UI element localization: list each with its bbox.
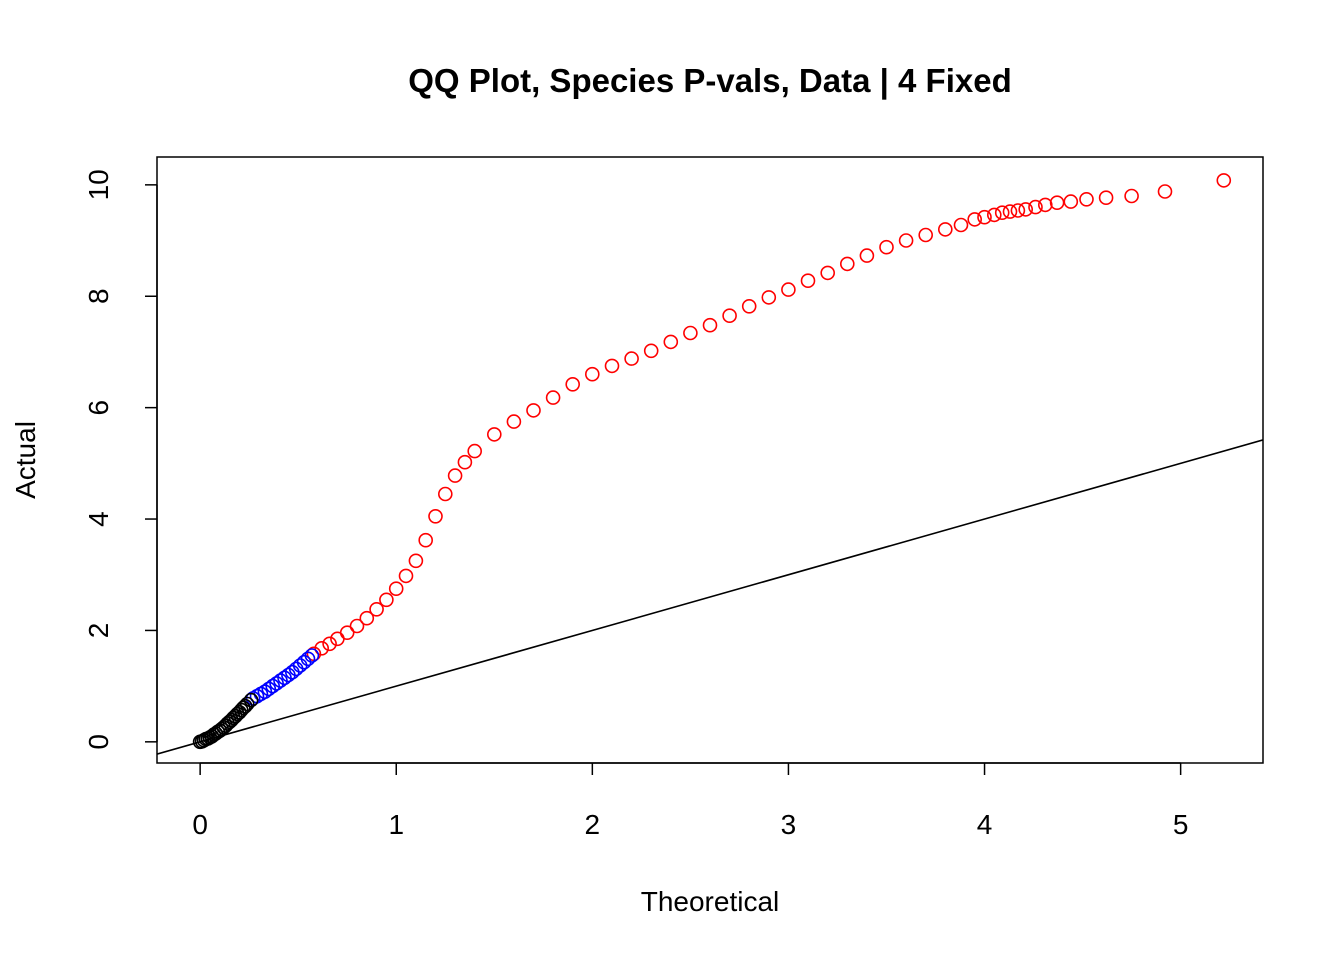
data-point — [565, 376, 581, 392]
data-point — [1002, 204, 1018, 219]
y-axis-title: Actual — [10, 421, 41, 499]
reference-line — [157, 439, 1263, 755]
data-point — [296, 654, 312, 670]
y-tick-label: 2 — [83, 623, 114, 639]
data-point — [1157, 184, 1173, 199]
data-point — [937, 222, 953, 237]
data-point — [236, 700, 251, 716]
data-point — [467, 443, 483, 459]
data-point — [408, 553, 424, 569]
y-tick-label: 8 — [83, 288, 114, 304]
data-point — [1049, 195, 1065, 210]
data-point — [486, 427, 502, 442]
data-point — [261, 681, 277, 697]
data-point — [918, 227, 934, 243]
data-point — [820, 265, 836, 281]
data-point — [339, 625, 355, 641]
data-point — [967, 212, 983, 227]
reference-line-layer — [157, 439, 1263, 755]
data-point — [1018, 202, 1033, 217]
data-point — [1098, 190, 1114, 205]
data-point — [265, 678, 281, 694]
chart-title: QQ Plot, Species P-vals, Data | 4 Fixed — [408, 62, 1011, 99]
x-tick-label: 0 — [192, 809, 208, 840]
data-point — [447, 468, 463, 483]
data-point — [977, 209, 992, 225]
data-point — [1124, 188, 1139, 204]
data-point — [859, 248, 875, 263]
x-tick-label: 3 — [781, 809, 797, 840]
data-point — [1063, 194, 1079, 209]
data-point — [300, 651, 316, 667]
data-point — [304, 648, 320, 663]
x-tick-label: 5 — [1173, 809, 1189, 840]
data-point — [741, 298, 757, 314]
data-point — [369, 601, 384, 617]
data-point — [898, 233, 914, 248]
data-point — [526, 403, 541, 418]
data-point — [239, 696, 255, 712]
data-point — [1028, 199, 1043, 215]
data-point — [418, 532, 434, 548]
data-point — [243, 692, 259, 708]
y-tick-label: 10 — [83, 169, 114, 200]
data-points-layer — [192, 173, 1232, 750]
data-point — [1216, 173, 1232, 188]
data-point — [604, 358, 620, 374]
data-point — [624, 351, 639, 366]
data-point — [1079, 192, 1094, 207]
data-point — [1010, 203, 1026, 218]
data-point — [683, 325, 698, 341]
data-point — [1038, 197, 1053, 213]
x-axis-title: Theoretical — [641, 886, 780, 917]
data-point — [953, 217, 969, 233]
data-point — [379, 592, 394, 608]
y-tick-label: 6 — [83, 400, 114, 416]
data-point — [702, 317, 718, 333]
data-point — [359, 610, 375, 626]
data-point — [663, 334, 679, 350]
plot-frame — [156, 156, 1264, 764]
data-point — [761, 290, 777, 305]
data-point — [457, 454, 473, 470]
data-point — [584, 366, 600, 382]
data-point — [292, 658, 308, 673]
data-point — [839, 256, 855, 272]
data-point — [349, 618, 365, 634]
data-point — [781, 282, 796, 297]
data-point — [428, 508, 443, 524]
data-point — [643, 343, 659, 359]
data-point — [800, 273, 816, 289]
x-tick-label: 4 — [977, 809, 993, 840]
x-tick-label: 2 — [585, 809, 601, 840]
data-point — [437, 486, 453, 502]
y-tick-label: 4 — [83, 511, 114, 527]
data-point — [388, 581, 404, 597]
data-point — [314, 640, 330, 656]
data-point — [545, 390, 561, 405]
y-axis: 0 2 4 6 8 10 — [83, 169, 158, 750]
data-point — [322, 636, 337, 652]
data-point — [722, 308, 737, 324]
x-axis: 0 1 2 3 4 5 — [192, 762, 1189, 840]
data-point — [506, 414, 522, 429]
data-point — [994, 205, 1010, 220]
data-point — [398, 568, 414, 584]
data-point — [986, 207, 1002, 223]
x-tick-label: 1 — [388, 809, 404, 840]
data-point — [879, 239, 894, 255]
y-tick-label: 0 — [83, 734, 114, 750]
